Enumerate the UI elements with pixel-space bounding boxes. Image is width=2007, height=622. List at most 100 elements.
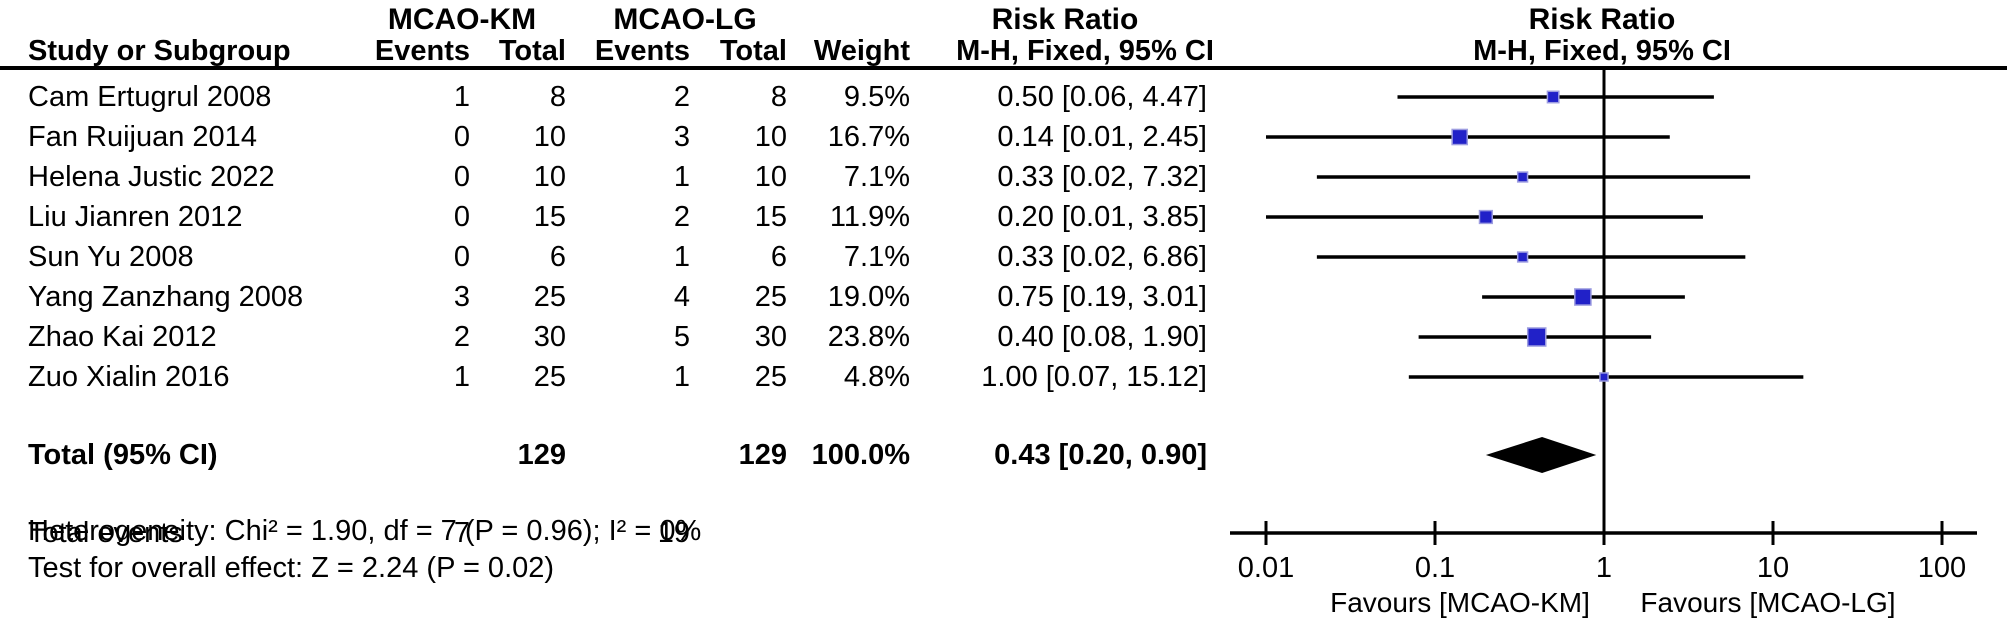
km-events-value: 1	[453, 361, 470, 393]
lg-total-value: 10	[754, 121, 787, 153]
risk-ratio-ci-value: 0.20 [0.01, 3.85]	[997, 201, 1207, 233]
km-events-value: 0	[453, 121, 470, 153]
risk-ratio-ci-value: 0.50 [0.06, 4.47]	[997, 81, 1207, 113]
table-row: Helena Justic 2022 0 10 1 10 7.1% 0.33 […	[0, 157, 1230, 197]
weight-value: 9.5%	[843, 81, 910, 113]
lg-total-value: 25	[754, 361, 787, 393]
km-events-value: 0	[453, 241, 470, 273]
table-row: Yang Zanzhang 2008 3 25 4 25 19.0% 0.75 …	[0, 277, 1230, 317]
total-weight: 100.0%	[811, 439, 910, 471]
weight-value: 7.1%	[843, 241, 910, 273]
weight-value: 16.7%	[827, 121, 910, 153]
weight-value: 4.8%	[843, 361, 910, 393]
km-total-column-header: Total	[498, 35, 566, 67]
lg-total-column-header: Total	[719, 35, 787, 67]
study-table: Cam Ertugrul 2008 1 8 2 8 9.5% 0.50 [0.0…	[0, 77, 1230, 397]
total-events-row: Total events 7 19	[0, 515, 1230, 551]
km-total-value: 25	[533, 361, 566, 393]
km-total-value: 8	[549, 81, 566, 113]
study-name: Zuo Xialin 2016	[28, 361, 230, 393]
km-total-value: 6	[549, 241, 566, 273]
total-label: Total (95% CI)	[28, 439, 218, 471]
km-total-value: 25	[533, 281, 566, 313]
risk-ratio-ci-value: 0.33 [0.02, 6.86]	[997, 241, 1207, 273]
km-total-value: 10	[533, 161, 566, 193]
study-name: Cam Ertugrul 2008	[28, 81, 272, 113]
risk-ratio-ci-value: 0.14 [0.01, 2.45]	[997, 121, 1207, 153]
table-row: Zhao Kai 2012 2 30 5 30 23.8% 0.40 [0.08…	[0, 317, 1230, 357]
favours-right-label: Favours [MCAO-LG]	[1640, 587, 1895, 618]
weight-value: 19.0%	[827, 281, 910, 313]
km-events-value: 0	[453, 201, 470, 233]
table-row: Liu Jianren 2012 0 15 2 15 11.9% 0.20 [0…	[0, 197, 1230, 237]
lg-events-column-header: Events	[594, 35, 690, 67]
lg-events-value: 1	[673, 361, 690, 393]
km-events-value: 3	[453, 281, 470, 313]
lg-total-value: 30	[754, 321, 787, 353]
effect-square	[1546, 90, 1560, 104]
effect-square	[1451, 128, 1469, 146]
km-events-value: 2	[453, 321, 470, 353]
effect-square	[1574, 288, 1592, 306]
axis-tick-label: 0.1	[1415, 552, 1455, 584]
mh-fixed-ci-header-plot-col: M-H, Fixed, 95% CI	[1473, 35, 1731, 67]
risk-ratio-header-plot-col: Risk Ratio	[1528, 3, 1676, 36]
lg-events-value: 1	[673, 161, 690, 193]
mh-fixed-ci-header-text-col: M-H, Fixed, 95% CI	[956, 35, 1214, 67]
risk-ratio-ci-value: 0.40 [0.08, 1.90]	[997, 321, 1207, 353]
effect-square	[1526, 327, 1547, 347]
lg-total-value: 10	[754, 161, 787, 193]
lg-events-value: 3	[673, 121, 690, 153]
lg-events-value: 2	[673, 201, 690, 233]
table-row: Sun Yu 2008 0 6 1 6 7.1% 0.33 [0.02, 6.8…	[0, 237, 1230, 277]
weight-value: 11.9%	[829, 201, 910, 233]
group-header-mcao-km: MCAO-KM	[387, 3, 537, 36]
study-name: Fan Ruijuan 2014	[28, 121, 257, 153]
study-name: Helena Justic 2022	[28, 161, 275, 193]
lg-events-value: 1	[673, 241, 690, 273]
risk-ratio-header-text-col: Risk Ratio	[991, 3, 1139, 36]
overall-effect-text: Test for overall effect: Z = 2.24 (P = 0…	[28, 552, 555, 584]
km-total-value: 30	[533, 321, 566, 353]
lg-events-value: 4	[673, 281, 690, 313]
group-header-mcao-lg: MCAO-LG	[613, 3, 757, 36]
effect-square	[1516, 171, 1529, 183]
km-events-value: 0	[453, 161, 470, 193]
study-column-header: Study or Subgroup	[28, 35, 291, 67]
weight-column-header: Weight	[813, 35, 910, 67]
km-total-value: 10	[533, 121, 566, 153]
weight-value: 7.1%	[843, 161, 910, 193]
axis-tick-label: 100	[1918, 552, 1966, 584]
km-total-value: 15	[533, 201, 566, 233]
effect-square	[1516, 251, 1529, 263]
summary-diamond	[1485, 437, 1597, 473]
total-row: Total (95% CI) 129 129 100.0% 0.43 [0.20…	[0, 435, 1230, 475]
total-risk-ratio-ci: 0.43 [0.20, 0.90]	[994, 439, 1207, 471]
study-name: Sun Yu 2008	[28, 241, 194, 273]
km-total-events: 7	[453, 517, 470, 549]
km-events-value: 1	[453, 81, 470, 113]
table-row: Fan Ruijuan 2014 0 10 3 10 16.7% 0.14 [0…	[0, 117, 1230, 157]
effect-square	[1478, 209, 1494, 225]
km-grand-total: 129	[517, 439, 566, 471]
table-row: Cam Ertugrul 2008 1 8 2 8 9.5% 0.50 [0.0…	[0, 77, 1230, 117]
lg-total-value: 25	[754, 281, 787, 313]
table-row: Zuo Xialin 2016 1 25 1 25 4.8% 1.00 [0.0…	[0, 357, 1230, 397]
lg-total-value: 15	[754, 201, 787, 233]
study-name: Liu Jianren 2012	[28, 201, 243, 233]
km-events-column-header: Events	[374, 35, 470, 67]
weight-value: 23.8%	[827, 321, 910, 353]
lg-grand-total: 129	[738, 439, 787, 471]
lg-total-events: 19	[657, 517, 690, 549]
axis-tick-label: 1	[1596, 552, 1612, 584]
lg-events-value: 5	[673, 321, 690, 353]
risk-ratio-ci-value: 0.33 [0.02, 7.32]	[997, 161, 1207, 193]
total-events-label: Total events	[28, 517, 183, 549]
heterogeneity-text: Heterogeneity: Chi² = 1.90, df = 7 (P = …	[28, 515, 702, 547]
study-name: Yang Zanzhang 2008	[28, 281, 304, 313]
lg-total-value: 8	[770, 81, 787, 113]
lg-total-value: 6	[770, 241, 787, 273]
effect-square	[1599, 372, 1609, 382]
